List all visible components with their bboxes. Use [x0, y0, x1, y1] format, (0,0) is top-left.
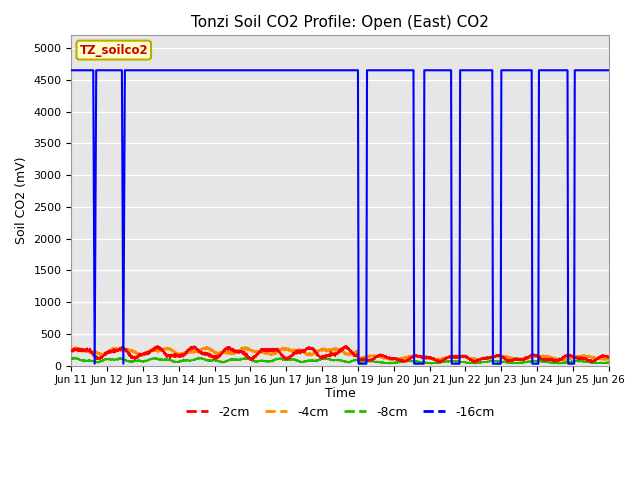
Title: Tonzi Soil CO2 Profile: Open (East) CO2: Tonzi Soil CO2 Profile: Open (East) CO2 — [191, 15, 489, 30]
Text: TZ_soilco2: TZ_soilco2 — [79, 44, 148, 57]
Y-axis label: Soil CO2 (mV): Soil CO2 (mV) — [15, 156, 28, 244]
X-axis label: Time: Time — [324, 387, 355, 400]
Legend: -2cm, -4cm, -8cm, -16cm: -2cm, -4cm, -8cm, -16cm — [180, 401, 499, 424]
